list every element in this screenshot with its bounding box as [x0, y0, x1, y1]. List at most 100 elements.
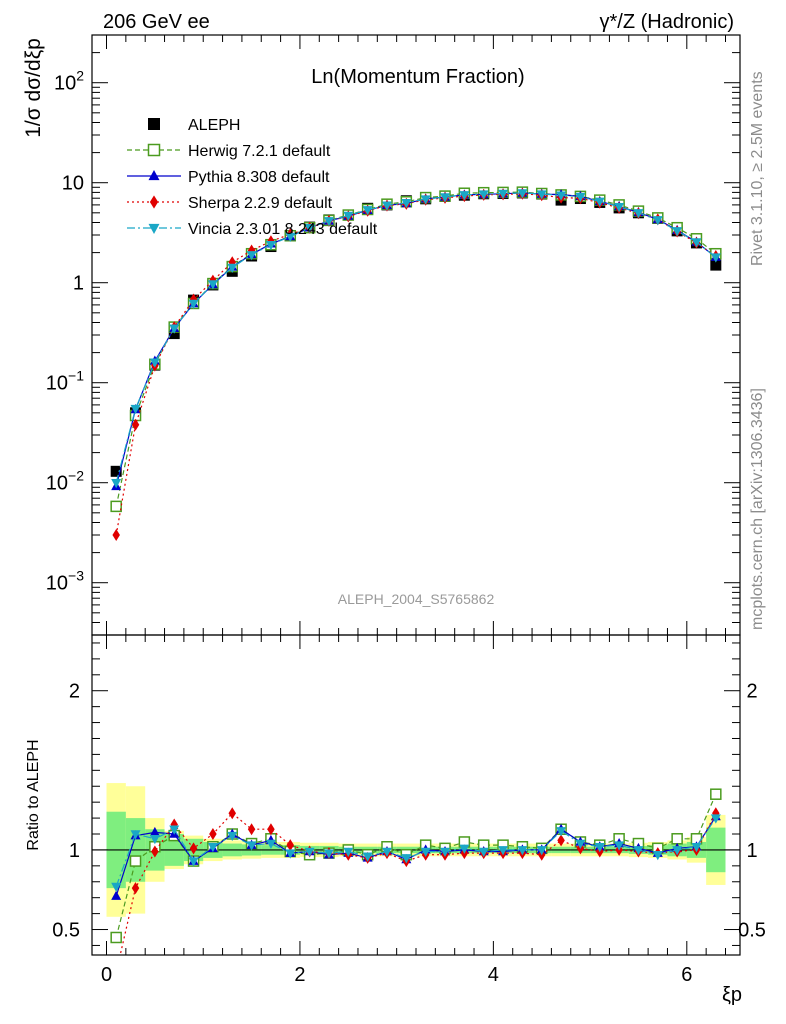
main-y-tick-label: 10 — [62, 173, 84, 195]
main-point-vincia-2-3-01-8-243-default — [575, 192, 586, 203]
main-y-tick-label: 102 — [54, 68, 84, 95]
main-point-vincia-2-3-01-8-243-default — [130, 404, 141, 415]
main-point-vincia-2-3-01-8-243-default — [672, 227, 683, 237]
main-point-vincia-2-3-01-8-243-default — [478, 190, 489, 200]
ratio-point-herwig-7-2-1-default — [110, 931, 122, 944]
legend-marker-vincia-2-3-01-8-243-default — [148, 223, 160, 235]
ratio-point-vincia-2-3-01-8-243-default — [633, 846, 644, 856]
ratio-point-herwig-7-2-1-default — [710, 788, 722, 800]
legend-label-pythia-8-308-default: Pythia 8.308 default — [188, 169, 330, 186]
main-plot-content — [110, 186, 722, 541]
x-axis-label: ξp — [722, 984, 742, 1006]
ratio-y-tick-label: 1 — [69, 840, 80, 862]
ratio-y-tick-label: 0.5 — [52, 920, 80, 942]
main-point-vincia-2-3-01-8-243-default — [304, 223, 315, 234]
main-point-vincia-2-3-01-8-243-default — [111, 478, 122, 489]
main-y-axis: 10−3 10−2 10−1 1 10 102 — [46, 34, 740, 636]
main-point-vincia-2-3-01-8-243-default — [381, 201, 392, 211]
ratio-point-vincia-2-3-01-8-243-default — [207, 842, 218, 853]
main-point-vincia-2-3-01-8-243-default — [149, 358, 160, 368]
main-point-vincia-2-3-01-8-243-default — [420, 195, 431, 205]
ratio-point-vincia-2-3-01-8-243-default — [362, 852, 373, 862]
ratio-point-vincia-2-3-01-8-243-default — [498, 846, 509, 856]
ratio-point-vincia-2-3-01-8-243-default — [285, 849, 296, 859]
ratio-point-vincia-2-3-01-8-243-default — [536, 846, 547, 856]
main-point-sherpa-2-2-9-default — [112, 529, 120, 541]
ratio-point-vincia-2-3-01-8-243-default — [169, 825, 180, 835]
ratio-point-vincia-2-3-01-8-243-default — [459, 844, 470, 854]
ratio-point-vincia-2-3-01-8-243-default — [614, 841, 625, 851]
ratio-point-vincia-2-3-01-8-243-default — [227, 831, 238, 842]
main-point-vincia-2-3-01-8-243-default — [207, 280, 218, 290]
main-line-herwig-7-2-1-default — [115, 191, 717, 507]
ratio-y-tick-label: 2 — [69, 681, 80, 703]
main-point-vincia-2-3-01-8-243-default — [459, 191, 470, 201]
ratio-y-tick-label-right: 2 — [746, 681, 757, 703]
main-point-vincia-2-3-01-8-243-default — [652, 216, 663, 226]
energy-label: 206 GeV ee — [103, 11, 210, 33]
ratio-point-vincia-2-3-01-8-243-default — [517, 846, 528, 856]
legend-marker-aleph — [148, 118, 160, 130]
ratio-point-vincia-2-3-01-8-243-default — [265, 839, 276, 850]
main-point-vincia-2-3-01-8-243-default — [265, 240, 276, 251]
main-point-vincia-2-3-01-8-243-default — [556, 191, 567, 201]
ratio-point-sherpa-2-2-9-default — [267, 823, 275, 836]
main-y-tick-label: 1 — [73, 273, 84, 295]
legend-marker-pythia-8-308-default — [148, 169, 160, 181]
analysis-id: ALEPH_2004_S5765862 — [338, 591, 495, 607]
main-point-vincia-2-3-01-8-243-default — [691, 238, 702, 248]
ratio-point-sherpa-2-2-9-default — [151, 845, 159, 858]
ratio-point-pythia-8-308-default — [111, 890, 122, 900]
main-line-sherpa-2-2-9-default — [115, 193, 717, 536]
main-point-vincia-2-3-01-8-243-default — [343, 211, 354, 222]
ratio-point-vincia-2-3-01-8-243-default — [149, 835, 160, 845]
rivet-label: Rivet 3.1.10, ≥ 2.5M events — [749, 71, 766, 266]
main-point-vincia-2-3-01-8-243-default — [227, 263, 238, 273]
main-point-vincia-2-3-01-8-243-default — [188, 299, 199, 309]
legend-label-vincia-2-3-01-8-243-default: Vincia 2.3.01 8.243 default — [188, 221, 378, 238]
x-tick-label: 4 — [488, 964, 499, 986]
legend-label-herwig-7-2-1-default: Herwig 7.2.1 default — [188, 143, 331, 160]
ratio-plot-content — [92, 783, 740, 955]
main-point-herwig-7-2-1-default — [110, 500, 122, 513]
main-point-vincia-2-3-01-8-243-default — [323, 217, 334, 227]
ratio-point-vincia-2-3-01-8-243-default — [556, 827, 567, 837]
ratio-point-vincia-2-3-01-8-243-default — [691, 842, 702, 853]
ratio-point-vincia-2-3-01-8-243-default — [478, 847, 489, 858]
ratio-point-sherpa-2-2-9-default — [131, 882, 140, 895]
ratio-y-tick-label-right: 1 — [746, 840, 757, 862]
ratio-y-tick-label-right: 0.5 — [738, 920, 766, 942]
main-plot-panel: 10−3 10−2 10−1 1 10 102 Ln(Momentum Fraction)… — [22, 34, 741, 636]
main-point-vincia-2-3-01-8-243-default — [498, 189, 509, 200]
process-label: γ*/Z (Hadronic) — [600, 11, 734, 33]
ratio-point-vincia-2-3-01-8-243-default — [304, 847, 315, 858]
ratio-point-vincia-2-3-01-8-243-default — [440, 847, 451, 858]
ratio-point-vincia-2-3-01-8-243-default — [575, 839, 586, 850]
ratio-axes: 0.5 0.5 1 1 2 2 0 2 4 6 — [52, 635, 766, 986]
main-point-vincia-2-3-01-8-243-default — [285, 232, 296, 242]
ratio-point-vincia-2-3-01-8-243-default — [710, 814, 721, 824]
ratio-point-vincia-2-3-01-8-243-default — [652, 850, 663, 861]
ratio-series-group — [110, 788, 722, 955]
ratio-point-herwig-7-2-1-default — [129, 855, 142, 867]
ratio-point-sherpa-2-2-9-default — [247, 823, 256, 836]
ratio-point-vincia-2-3-01-8-243-default — [246, 841, 257, 851]
legend-marker-herwig-7-2-1-default — [147, 143, 161, 157]
ratio-point-sherpa-2-2-9-default — [209, 828, 217, 841]
x-tick-label: 0 — [101, 964, 112, 986]
main-point-vincia-2-3-01-8-243-default — [517, 189, 528, 199]
ratio-line-herwig-7-2-1-default — [115, 793, 717, 938]
ratio-plot-panel: 0.5 0.5 1 1 2 2 0 2 4 6 Ratio to ALEPH ξp — [25, 634, 766, 1006]
plot-title-text: Ln(Momentum Fraction) — [311, 66, 524, 88]
main-point-sherpa-2-2-9-default — [247, 244, 256, 257]
ratio-point-vincia-2-3-01-8-243-default — [420, 847, 431, 858]
ratio-point-sherpa-2-2-9-default — [286, 839, 295, 852]
main-point-aleph — [110, 465, 122, 477]
ratio-plot-frame — [91, 634, 741, 956]
ratio-point-herwig-7-2-1-default — [671, 833, 683, 845]
ratio-point-vincia-2-3-01-8-243-default — [130, 830, 141, 840]
ratio-point-sherpa-2-2-9-default — [557, 834, 565, 847]
main-point-sherpa-2-2-9-default — [131, 418, 140, 431]
main-y-axis-label: 1/σ dσ/dξp — [22, 38, 45, 138]
